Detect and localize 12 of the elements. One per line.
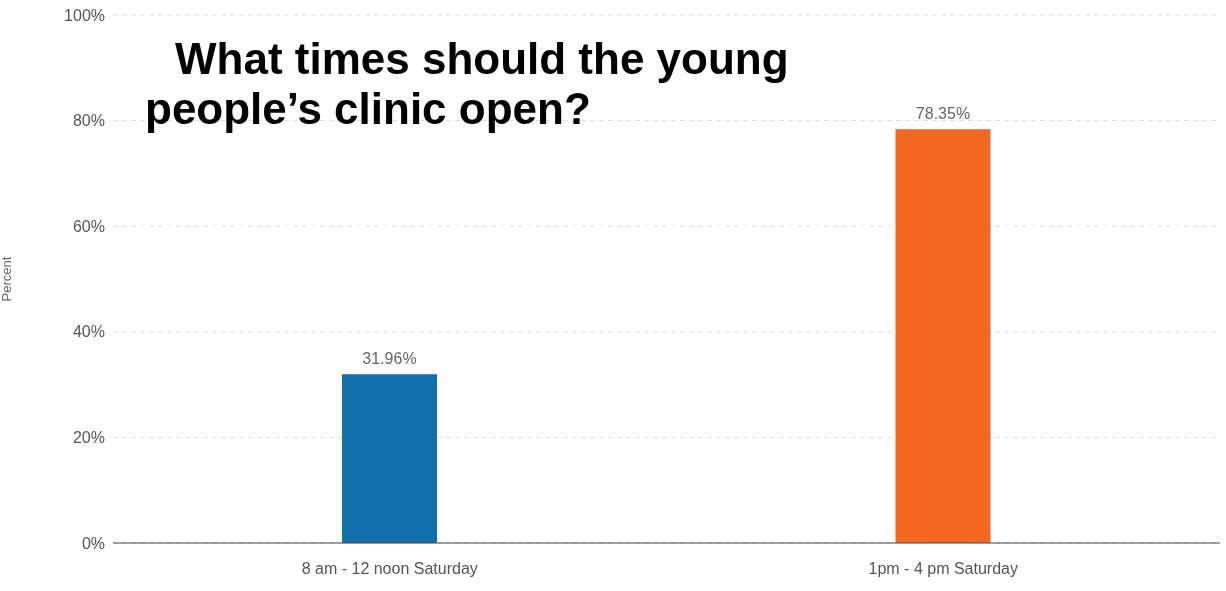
y-tick-label: 100% — [64, 6, 105, 24]
text: What times should the young people’s clinic open? — [145, 34, 790, 134]
y-tick-label: 20% — [72, 429, 105, 447]
y-axis-title: Percent — [0, 256, 14, 302]
y-tick-label: 60% — [72, 217, 105, 235]
data-label: 78.35% — [915, 105, 971, 123]
x-tick-label: 1pm - 4 pm Saturday — [868, 560, 1018, 578]
x-tick-label: 8 am - 12 noon Saturday — [301, 560, 478, 578]
y-tick-label: 40% — [72, 323, 105, 341]
data-label: 31.96% — [362, 350, 417, 368]
y-tick-label: 0% — [81, 534, 105, 552]
y-tick-label: 80% — [72, 112, 105, 130]
